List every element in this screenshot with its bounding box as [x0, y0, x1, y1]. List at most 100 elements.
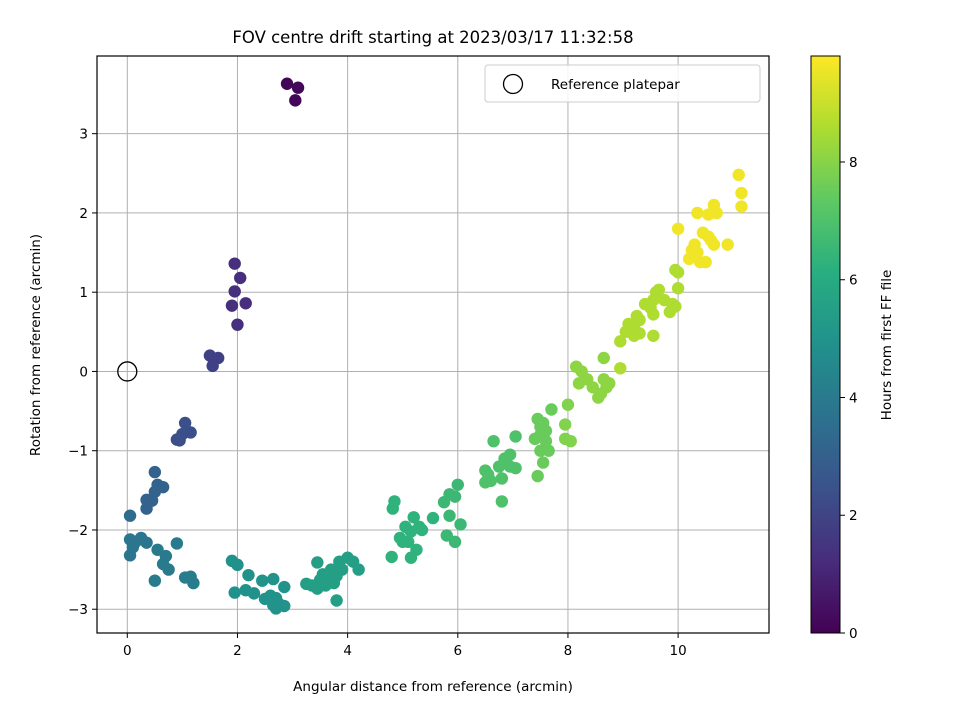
data-point: [448, 535, 462, 549]
data-point: [228, 257, 241, 270]
data-point: [443, 509, 456, 522]
data-point: [178, 416, 192, 430]
data-point: [239, 297, 252, 310]
legend-entry-reference-platepar: Reference platepar: [551, 77, 680, 93]
data-point: [735, 186, 748, 200]
data-point: [647, 329, 660, 342]
colorbar-tick-label: 4: [849, 390, 858, 406]
data-point: [558, 418, 572, 431]
data-point: [597, 351, 610, 365]
y-axis-label: Rotation from reference (arcmin): [28, 234, 44, 456]
data-point: [592, 391, 605, 404]
x-tick-label: 2: [233, 643, 242, 659]
data-point: [426, 511, 440, 525]
data-point: [487, 434, 500, 448]
data-point: [707, 238, 721, 251]
x-axis-label: Angular distance from reference (arcmin): [293, 679, 573, 695]
data-point: [280, 77, 294, 90]
data-point: [671, 282, 685, 295]
y-tick-label: 3: [79, 127, 88, 143]
x-tick-label: 8: [564, 643, 573, 659]
legend: Reference platepar: [484, 64, 761, 103]
x-tick-label: 10: [670, 643, 687, 659]
data-point: [671, 222, 685, 235]
data-point: [330, 569, 343, 583]
colorbar-tick-label: 2: [849, 508, 858, 524]
data-point: [330, 594, 343, 607]
data-point: [545, 403, 558, 416]
data-point: [267, 572, 280, 586]
data-point: [691, 206, 704, 220]
data-point: [561, 398, 575, 411]
data-point: [140, 502, 153, 515]
chart-title: FOV centre drift starting at 2023/03/17 …: [232, 28, 633, 47]
data-point: [503, 448, 517, 461]
legend-box: [484, 64, 761, 103]
data-point: [536, 456, 550, 469]
data-point: [385, 550, 398, 564]
data-point: [231, 558, 244, 572]
data-point: [671, 266, 685, 279]
data-point: [352, 563, 365, 576]
data-point: [278, 580, 291, 594]
data-point: [721, 238, 734, 251]
data-point: [633, 313, 646, 327]
data-point: [531, 469, 544, 483]
data-point: [415, 523, 429, 537]
y-tick-label: −2: [68, 523, 88, 539]
x-tick-label: 0: [123, 643, 132, 659]
data-point: [187, 576, 200, 590]
y-tick-label: 0: [79, 364, 88, 380]
data-point: [614, 362, 627, 375]
data-point: [206, 359, 219, 373]
x-tick-label: 6: [453, 643, 462, 659]
data-point: [319, 579, 332, 592]
reference-platepar-marker: [117, 361, 138, 382]
data-point: [311, 556, 324, 569]
data-point: [247, 587, 261, 600]
colorbar-tick-label: 0: [849, 626, 858, 642]
y-tick-label: 2: [79, 206, 88, 222]
data-point: [386, 502, 399, 515]
data-point: [479, 476, 492, 489]
plot-frame: [96, 55, 770, 634]
data-point: [269, 602, 283, 615]
data-point: [699, 255, 712, 269]
data-point: [685, 243, 699, 257]
data-point: [542, 444, 555, 457]
data-point: [162, 563, 175, 576]
data-point: [234, 271, 247, 285]
y-tick-label: −3: [68, 602, 88, 618]
data-point: [289, 94, 302, 107]
x-axis-ticks: 0 2 4 6 8 10: [123, 633, 687, 659]
data-point: [509, 461, 522, 475]
data-point: [495, 495, 509, 508]
data-point: [173, 434, 186, 447]
legend-reference-marker: [502, 73, 524, 95]
data-point: [614, 335, 627, 348]
data-point: [291, 81, 305, 94]
colorbar-label: Hours from first FF file: [879, 270, 895, 421]
colorbar: [810, 55, 841, 634]
data-point: [148, 465, 162, 479]
colorbar-tick-label: 8: [849, 155, 858, 171]
data-points: [123, 77, 748, 615]
data-point: [495, 472, 509, 485]
data-point: [170, 537, 184, 550]
data-point: [228, 285, 241, 298]
x-tick-label: 4: [343, 643, 352, 659]
data-point: [564, 434, 577, 448]
data-point: [451, 478, 464, 491]
grid-lines: [97, 56, 769, 633]
data-point: [454, 518, 467, 531]
data-point: [140, 536, 153, 549]
data-point: [633, 327, 646, 340]
data-point: [732, 168, 745, 182]
data-point: [707, 198, 721, 212]
data-point: [231, 318, 244, 331]
data-point: [242, 568, 255, 582]
data-point: [735, 200, 748, 213]
data-point: [603, 377, 616, 390]
data-point: [256, 574, 269, 587]
y-axis-ticks: −3 −2 −1 0 1 2 3: [68, 127, 97, 618]
